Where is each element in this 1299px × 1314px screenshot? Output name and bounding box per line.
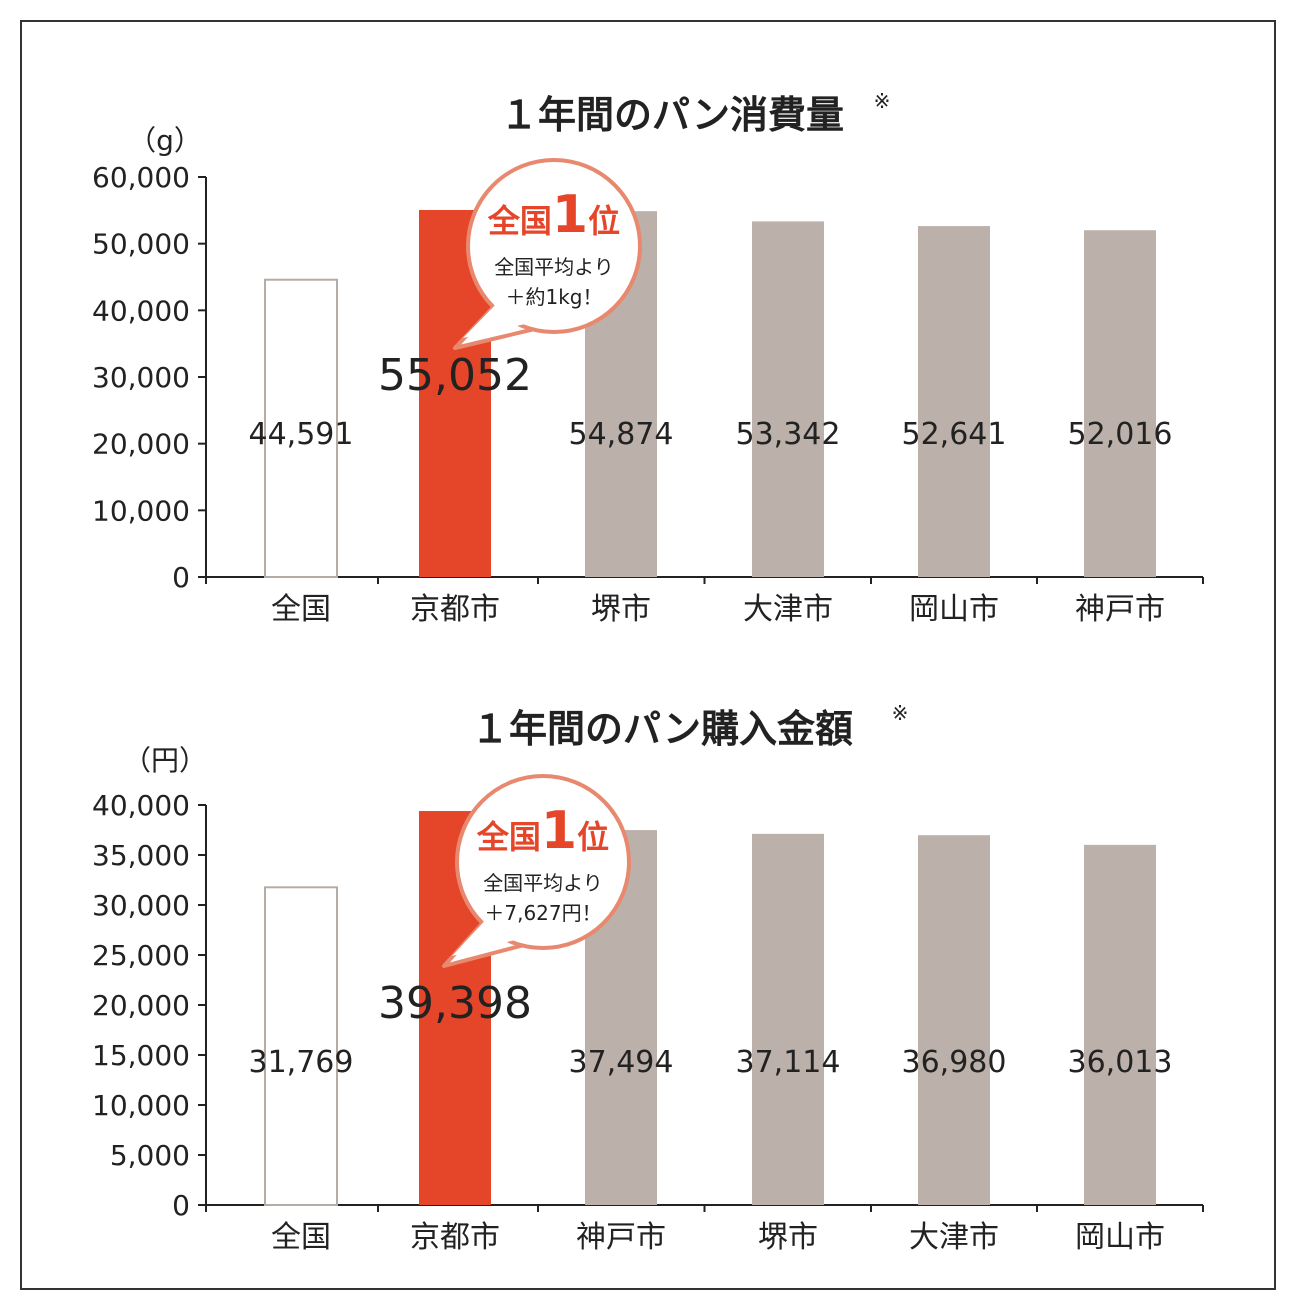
value-label: 44,591 (249, 417, 354, 452)
x-category-label: 大津市 (743, 592, 833, 627)
callout-bubble (455, 774, 631, 950)
x-category-label: 岡山市 (1075, 1220, 1165, 1255)
x-category-label: 岡山市 (909, 592, 999, 627)
y-tick-label: 30,000 (92, 361, 190, 394)
x-category-label: 神戸市 (576, 1220, 666, 1255)
callout-line2: ＋7,627円！ (484, 901, 601, 925)
y-axis-unit: （g） (128, 124, 202, 157)
bar-1 (264, 886, 338, 1206)
y-tick-label: 5,000 (110, 1139, 190, 1172)
bar-4 (752, 221, 824, 578)
y-tick-label: 10,000 (92, 494, 190, 527)
x-category-label: 大津市 (909, 1220, 999, 1255)
bar-6 (1084, 230, 1156, 577)
value-label: 36,013 (1068, 1045, 1173, 1080)
y-tick-label: 20,000 (92, 428, 190, 461)
y-tick-label: 30,000 (92, 889, 190, 922)
value-label: 52,016 (1068, 417, 1173, 452)
bar-1 (264, 278, 338, 578)
value-label: 37,494 (569, 1045, 674, 1080)
title-note-mark: ※ (874, 89, 891, 113)
value-label: 53,342 (736, 417, 841, 452)
callout-rank: 全国1位 (487, 185, 620, 245)
callout-tail-fill (452, 914, 523, 956)
bar-6 (1084, 844, 1156, 1205)
title-note-mark: ※ (892, 701, 909, 725)
value-label: 36,980 (902, 1045, 1007, 1080)
chart-title: １年間のパン消費量 (500, 93, 844, 137)
y-tick-label: 40,000 (92, 789, 190, 822)
y-tick-label: 35,000 (92, 839, 190, 872)
bar-5 (918, 835, 990, 1205)
x-category-label: 京都市 (410, 592, 500, 627)
x-category-label: 全国 (271, 1220, 331, 1255)
callout-bubble (466, 158, 642, 334)
value-label: 52,641 (902, 417, 1007, 452)
bar-4 (752, 833, 824, 1205)
value-label-highlight: 39,398 (378, 978, 532, 1029)
y-tick-label: 40,000 (92, 294, 190, 327)
callout-line1: 全国平均より (494, 255, 614, 279)
chart-title: １年間のパン購入金額 (471, 707, 853, 751)
callout-rank: 全国1位 (476, 801, 609, 861)
value-label: 31,769 (249, 1045, 354, 1080)
y-tick-label: 25,000 (92, 939, 190, 972)
y-tick-label: 50,000 (92, 228, 190, 261)
y-tick-label: 0 (172, 1189, 190, 1222)
x-category-label: 堺市 (591, 592, 651, 627)
y-axis-unit: （円） (123, 744, 207, 777)
bar-5 (918, 226, 990, 577)
value-label-highlight: 55,052 (378, 350, 532, 401)
x-category-label: 堺市 (758, 1220, 818, 1255)
callout-tail-fill (463, 298, 534, 338)
callout-line1: 全国平均より (483, 871, 603, 895)
y-tick-label: 60,000 (92, 161, 190, 194)
value-label: 37,114 (736, 1045, 841, 1080)
y-tick-label: 15,000 (92, 1039, 190, 1072)
y-tick-label: 0 (172, 561, 190, 594)
y-tick-label: 10,000 (92, 1089, 190, 1122)
value-label: 54,874 (569, 417, 674, 452)
callout-line2: ＋約1kg！ (505, 285, 602, 309)
x-category-label: 京都市 (410, 1220, 500, 1255)
y-tick-label: 20,000 (92, 989, 190, 1022)
x-category-label: 全国 (271, 592, 331, 627)
x-category-label: 神戸市 (1075, 592, 1165, 627)
